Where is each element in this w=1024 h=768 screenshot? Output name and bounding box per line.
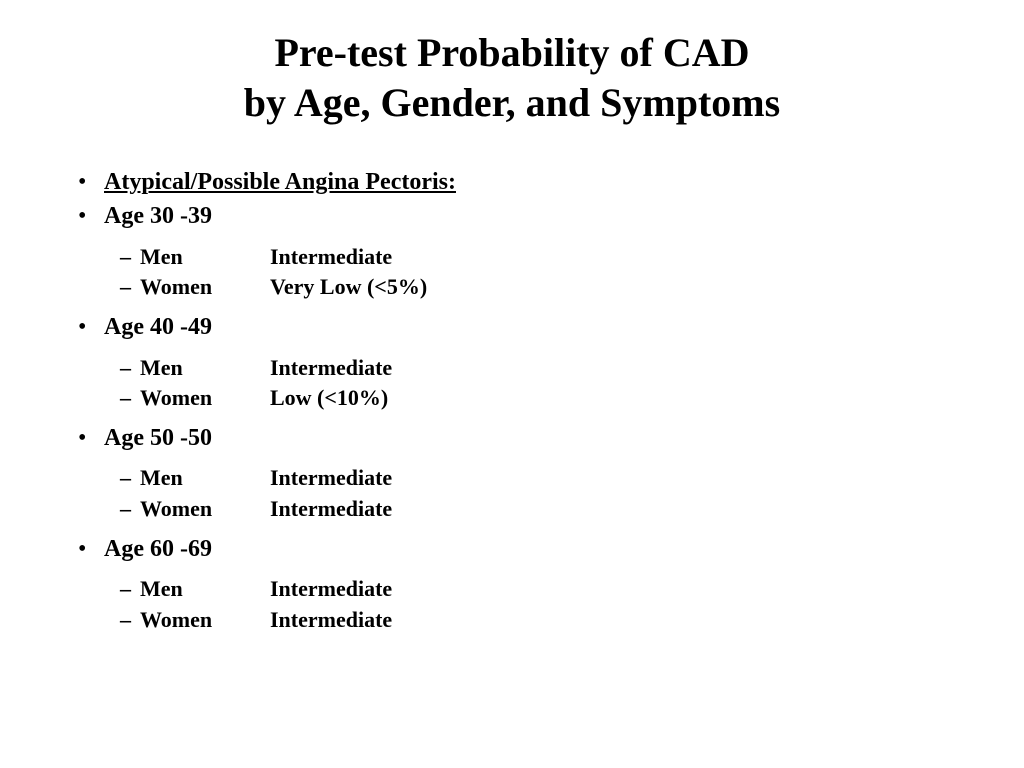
sub-row: – Men Intermediate xyxy=(120,242,946,272)
sub-row: – Women Low (<10%) xyxy=(120,383,946,413)
heading-text: Atypical/Possible Angina Pectoris: xyxy=(104,166,456,198)
probability-value: Intermediate xyxy=(270,242,392,272)
probability-value: Intermediate xyxy=(270,494,392,524)
age-label: Age 50 -50 xyxy=(104,422,212,454)
bullet-list: • Atypical/Possible Angina Pectoris: • A… xyxy=(78,166,946,634)
sub-row: – Women Very Low (<5%) xyxy=(120,272,946,302)
dash-icon: – xyxy=(120,242,140,272)
title-line-1: Pre-test Probability of CAD xyxy=(274,30,749,75)
gender-label: Men xyxy=(140,353,270,383)
bullet-icon: • xyxy=(78,422,104,454)
age-row: • Age 60 -69 xyxy=(78,533,946,565)
probability-value: Intermediate xyxy=(270,463,392,493)
age-label: Age 30 -39 xyxy=(104,200,212,232)
sub-list: – Men Intermediate – Women Intermediate xyxy=(120,463,946,523)
probability-value: Very Low (<5%) xyxy=(270,272,427,302)
age-row: • Age 40 -49 xyxy=(78,311,946,343)
sub-row: – Women Intermediate xyxy=(120,605,946,635)
age-label: Age 60 -69 xyxy=(104,533,212,565)
sub-list: – Men Intermediate – Women Intermediate xyxy=(120,574,946,634)
slide-title: Pre-test Probability of CAD by Age, Gend… xyxy=(78,28,946,128)
age-label: Age 40 -49 xyxy=(104,311,212,343)
dash-icon: – xyxy=(120,353,140,383)
dash-icon: – xyxy=(120,463,140,493)
sub-row: – Men Intermediate xyxy=(120,463,946,493)
heading-row: • Atypical/Possible Angina Pectoris: xyxy=(78,166,946,198)
bullet-icon: • xyxy=(78,166,104,198)
bullet-icon: • xyxy=(78,533,104,565)
probability-value: Intermediate xyxy=(270,353,392,383)
sub-row: – Women Intermediate xyxy=(120,494,946,524)
gender-label: Men xyxy=(140,242,270,272)
sub-list: – Men Intermediate – Women Low (<10%) xyxy=(120,353,946,413)
probability-value: Intermediate xyxy=(270,605,392,635)
dash-icon: – xyxy=(120,494,140,524)
dash-icon: – xyxy=(120,383,140,413)
slide: Pre-test Probability of CAD by Age, Gend… xyxy=(0,0,1024,768)
age-row: • Age 30 -39 xyxy=(78,200,946,232)
dash-icon: – xyxy=(120,574,140,604)
dash-icon: – xyxy=(120,272,140,302)
bullet-icon: • xyxy=(78,311,104,343)
sub-row: – Men Intermediate xyxy=(120,353,946,383)
sub-list: – Men Intermediate – Women Very Low (<5%… xyxy=(120,242,946,302)
probability-value: Low (<10%) xyxy=(270,383,388,413)
probability-value: Intermediate xyxy=(270,574,392,604)
age-row: • Age 50 -50 xyxy=(78,422,946,454)
dash-icon: – xyxy=(120,605,140,635)
gender-label: Women xyxy=(140,494,270,524)
gender-label: Men xyxy=(140,574,270,604)
gender-label: Women xyxy=(140,605,270,635)
title-line-2: by Age, Gender, and Symptoms xyxy=(244,80,780,125)
sub-row: – Men Intermediate xyxy=(120,574,946,604)
gender-label: Women xyxy=(140,272,270,302)
gender-label: Men xyxy=(140,463,270,493)
bullet-icon: • xyxy=(78,200,104,232)
gender-label: Women xyxy=(140,383,270,413)
